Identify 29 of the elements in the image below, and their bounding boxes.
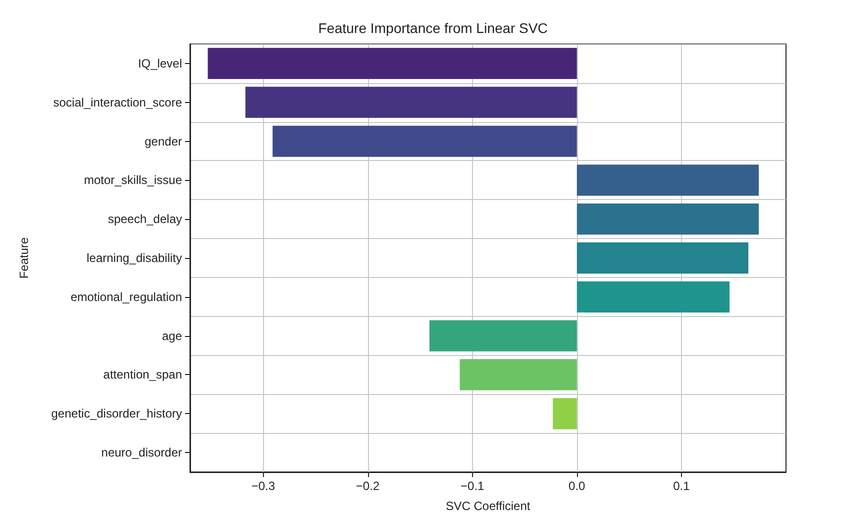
bar <box>208 48 577 80</box>
y-tick-label: speech_delay <box>108 212 182 226</box>
bar <box>576 242 748 274</box>
y-tick-label: gender <box>144 134 182 148</box>
x-tick-label: 0.1 <box>673 479 690 493</box>
x-axis-title: SVC Coefficient <box>446 499 531 513</box>
y-tick-label: age <box>162 328 182 343</box>
bar <box>460 359 577 390</box>
y-tick-label: motor_skills_issue <box>84 173 182 188</box>
bar <box>576 204 759 235</box>
y-tick-label: neuro_disorder <box>101 446 182 460</box>
chart-title: Feature Importance from Linear SVC <box>318 20 548 36</box>
bar <box>576 164 759 196</box>
y-tick-label: genetic_disorder_history <box>51 406 182 421</box>
bar <box>272 126 577 157</box>
y-tick-label: attention_span <box>103 368 182 382</box>
x-tick-label: −0.2 <box>356 479 380 493</box>
y-tick-label: IQ_level <box>138 56 182 70</box>
y-tick-label: learning_disability <box>86 251 182 265</box>
bar <box>552 398 577 430</box>
y-axis-title: Feature <box>17 237 31 279</box>
x-tick-label: −0.1 <box>460 479 484 493</box>
x-tick-label: 0.0 <box>568 479 586 493</box>
x-tick-label: −0.3 <box>251 479 276 493</box>
bar <box>576 281 730 312</box>
y-tick-label: emotional_regulation <box>70 290 182 304</box>
bar <box>429 320 577 352</box>
bar <box>245 86 577 118</box>
y-tick-label: social_interaction_score <box>53 95 182 110</box>
